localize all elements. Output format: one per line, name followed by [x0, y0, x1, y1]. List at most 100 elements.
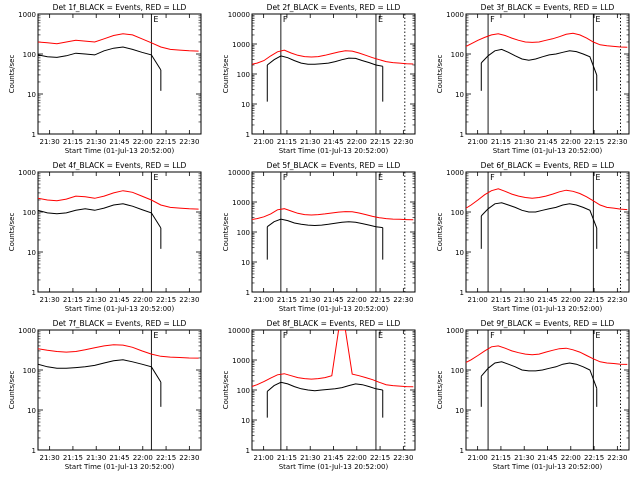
series-line-events [266, 55, 383, 67]
panel-title: Det 1f_BLACK = Events, RED = LLD [53, 3, 187, 12]
x-tick-label: 22:00 [347, 454, 367, 462]
x-tick-label: 22:30 [607, 138, 627, 146]
series-line-lld [466, 345, 628, 365]
detector-panel-5: Det 5f_BLACK = Events, RED = LLD 1 10 100 10… [222, 161, 416, 313]
series-line-lld [252, 330, 414, 388]
y-tick-label: 1000 [446, 11, 464, 19]
y-axis-label: Counts/sec [222, 371, 230, 410]
time-marker-label: E [378, 331, 383, 340]
x-axis-label: Start Time (01-Jul-13 20:52:00) [279, 305, 389, 313]
y-tick-label: 1 [246, 131, 250, 139]
x-tick-label: 21:45 [323, 296, 343, 304]
panel-title: Det 5f_BLACK = Events, RED = LLD [267, 161, 401, 170]
x-axis-label: Start Time (01-Jul-13 20:52:00) [279, 463, 389, 471]
y-axis-label: Counts/sec [436, 55, 444, 94]
y-tick-label: 1000 [18, 327, 36, 335]
x-tick-label: 21:00 [254, 454, 274, 462]
x-axis-label: Start Time (01-Jul-13 20:52:00) [493, 147, 603, 155]
series-line-lld [466, 188, 628, 211]
series-line-events [267, 218, 383, 229]
y-tick-label: 10 [27, 249, 36, 257]
series-line-events [266, 381, 383, 392]
y-tick-label: 1000 [446, 169, 464, 177]
time-marker-label: E [378, 173, 383, 182]
y-tick-label: 10 [27, 91, 36, 99]
y-tick-label: 10 [455, 407, 464, 415]
x-tick-label: 21:45 [109, 296, 129, 304]
y-tick-label: 10000 [228, 169, 250, 177]
x-tick-label: 21:30 [514, 138, 534, 146]
time-marker-label: F [490, 173, 495, 182]
time-marker-label: E [153, 331, 158, 340]
time-marker-label: F [283, 173, 288, 182]
y-tick-label: 1000 [232, 357, 250, 365]
time-marker-label: E [153, 173, 158, 182]
x-tick-label: 21:15 [491, 454, 511, 462]
series-line-events [480, 202, 598, 229]
y-axis-label: Counts/sec [436, 371, 444, 410]
x-tick-label: 21:15 [63, 454, 83, 462]
x-tick-label: 21:30 [40, 454, 60, 462]
y-tick-label: 10 [241, 259, 250, 267]
x-tick-label: 21:30 [514, 296, 534, 304]
y-tick-label: 100 [23, 367, 36, 375]
y-tick-label: 1000 [18, 169, 36, 177]
x-axis-label: Start Time (01-Jul-13 20:52:00) [65, 463, 175, 471]
y-tick-label: 10 [241, 417, 250, 425]
detector-panel-1: Det 1f_BLACK = Events, RED = LLD 1 10 100 10… [8, 3, 202, 155]
detector-panel-9: Det 9f_BLACK = Events, RED = LLD 1 10 100 10… [436, 319, 630, 471]
y-tick-label: 100 [451, 209, 464, 217]
y-tick-label: 1000 [446, 327, 464, 335]
y-tick-label: 100 [237, 71, 250, 79]
x-tick-label: 22:15 [156, 296, 176, 304]
x-tick-label: 22:15 [370, 454, 390, 462]
series-line-lld [466, 32, 628, 48]
panel-title: Det 7f_BLACK = Events, RED = LLD [53, 319, 187, 328]
y-tick-label: 100 [237, 387, 250, 395]
y-tick-label: 10 [455, 249, 464, 257]
detector-panel-4: Det 4f_BLACK = Events, RED = LLD 1 10 100 10… [8, 161, 202, 313]
x-tick-label: 22:00 [133, 138, 153, 146]
y-tick-label: 1000 [18, 11, 36, 19]
y-axis-label: Counts/sec [8, 213, 16, 252]
time-marker-label: F [490, 15, 495, 24]
x-tick-label: 21:00 [254, 138, 274, 146]
x-tick-label: 22:15 [156, 454, 176, 462]
series-line-events [38, 46, 162, 71]
y-tick-label: 10000 [228, 327, 250, 335]
x-tick-label: 21:45 [323, 138, 343, 146]
y-tick-label: 10 [27, 407, 36, 415]
y-tick-label: 10 [241, 101, 250, 109]
plot-frame [37, 171, 202, 293]
plot-frame [465, 171, 630, 293]
y-tick-label: 100 [23, 209, 36, 217]
x-tick-label: 21:15 [277, 138, 297, 146]
detector-panel-3: Det 3f_BLACK = Events, RED = LLD 1 10 100 10… [436, 3, 630, 155]
time-marker-label: E [595, 331, 600, 340]
x-tick-label: 21:00 [254, 296, 274, 304]
x-tick-label: 21:30 [86, 138, 106, 146]
x-axis-label: Start Time (01-Jul-13 20:52:00) [493, 305, 603, 313]
y-tick-label: 1 [246, 447, 250, 455]
time-marker-label: E [595, 173, 600, 182]
y-tick-label: 1 [460, 289, 464, 297]
x-tick-label: 21:00 [468, 138, 488, 146]
x-tick-label: 22:15 [156, 138, 176, 146]
panel-title: Det 4f_BLACK = Events, RED = LLD [53, 161, 187, 170]
x-tick-label: 22:30 [179, 138, 199, 146]
x-tick-label: 22:00 [133, 454, 153, 462]
y-axis-label: Counts/sec [436, 213, 444, 252]
panel-title: Det 8f_BLACK = Events, RED = LLD [267, 319, 401, 328]
x-tick-label: 22:30 [607, 454, 627, 462]
series-line-lld [38, 344, 199, 359]
x-tick-label: 22:00 [133, 296, 153, 304]
y-tick-label: 1 [32, 131, 36, 139]
x-tick-label: 21:30 [40, 296, 60, 304]
plot-frame [465, 13, 630, 135]
x-tick-label: 21:00 [468, 454, 488, 462]
x-tick-label: 21:30 [86, 454, 106, 462]
x-tick-label: 22:30 [179, 296, 199, 304]
x-tick-label: 22:00 [561, 454, 581, 462]
time-marker-label: F [283, 331, 288, 340]
